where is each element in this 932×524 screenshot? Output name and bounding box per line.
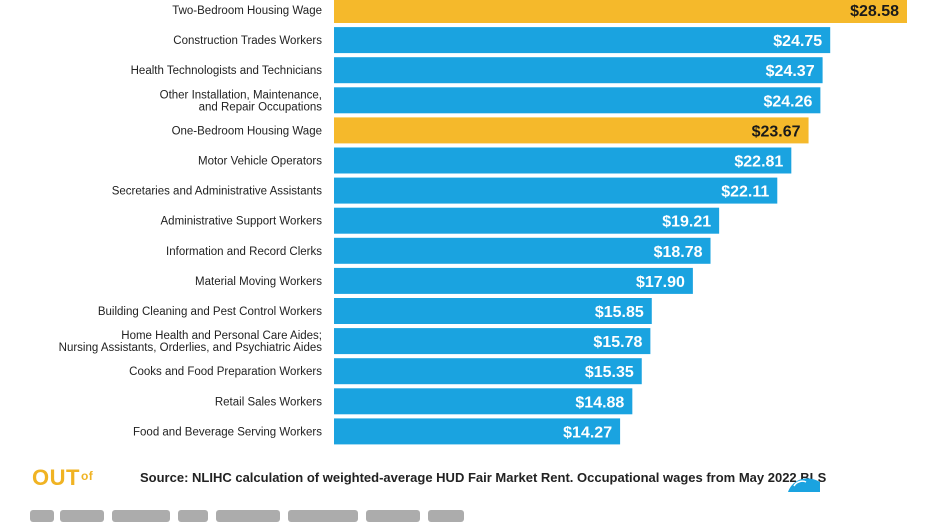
- category-label-7: Administrative Support Workers: [161, 216, 323, 228]
- category-label-12: Cooks and Food Preparation Workers: [129, 366, 322, 378]
- data-label-0: $28.58: [850, 3, 899, 20]
- bar-4: [334, 117, 809, 144]
- bar-13: [334, 388, 633, 415]
- data-label-4: $23.67: [752, 123, 801, 140]
- data-label-14: $14.27: [563, 424, 612, 441]
- logo-text: OUT: [32, 465, 80, 490]
- bar-10: [334, 298, 652, 324]
- category-label-9: Material Moving Workers: [195, 276, 322, 288]
- category-label-10: Building Cleaning and Pest Control Worke…: [98, 306, 322, 318]
- bar-6: [334, 177, 778, 204]
- logo: OUTof: [32, 465, 93, 491]
- data-label-3: $24.26: [763, 93, 812, 110]
- category-label-4: One-Bedroom Housing Wage: [172, 125, 322, 137]
- cropped-text-strip: [0, 500, 932, 524]
- source-note: Source: NLIHC calculation of weighted-av…: [140, 470, 827, 485]
- data-label-10: $15.85: [595, 304, 644, 321]
- category-label-1: Construction Trades Workers: [173, 35, 322, 47]
- logo-suffix: of: [80, 469, 94, 483]
- category-label-8: Information and Record Clerks: [166, 246, 322, 258]
- chart-footer: OUTof Source: NLIHC calculation of weigh…: [0, 462, 932, 498]
- data-label-7: $19.21: [662, 214, 711, 231]
- data-label-12: $15.35: [585, 364, 634, 381]
- category-label-11: Home Health and Personal Care Aides; Nurs…: [59, 330, 323, 354]
- category-label-5: Motor Vehicle Operators: [198, 156, 322, 168]
- bar-chart: $28.58 Two-Bedroom Housing Wage $24.75 Cons…: [59, 0, 907, 445]
- bar-1: [334, 27, 831, 54]
- data-label-9: $17.90: [636, 274, 685, 291]
- bar-9: [334, 267, 693, 294]
- category-label-14: Food and Beverage Serving Workers: [133, 426, 322, 438]
- bar-7: [334, 207, 720, 234]
- bar-12: [334, 358, 642, 385]
- bar-14: [334, 418, 621, 445]
- bar-5: [334, 147, 792, 174]
- dolphin-icon: [788, 478, 820, 492]
- category-label-3: Other Installation, Maintenance, and Repa…: [160, 89, 323, 113]
- bar-8: [334, 237, 711, 264]
- bar-0: [334, 0, 907, 23]
- bar-11: [334, 328, 651, 355]
- category-label-0: Two-Bedroom Housing Wage: [172, 5, 322, 17]
- data-label-13: $14.88: [575, 394, 624, 411]
- category-label-2: Health Technologists and Technicians: [131, 65, 323, 77]
- data-label-1: $24.75: [773, 33, 822, 50]
- data-label-2: $24.37: [766, 63, 815, 80]
- data-label-6: $22.11: [721, 184, 769, 201]
- data-label-8: $18.78: [654, 244, 703, 261]
- category-label-13: Retail Sales Workers: [215, 396, 322, 408]
- category-label-6: Secretaries and Administrative Assistant…: [112, 186, 323, 198]
- data-label-11: $15.78: [593, 334, 642, 351]
- bar-3: [334, 87, 821, 114]
- data-label-5: $22.81: [734, 154, 783, 171]
- bar-2: [334, 57, 823, 84]
